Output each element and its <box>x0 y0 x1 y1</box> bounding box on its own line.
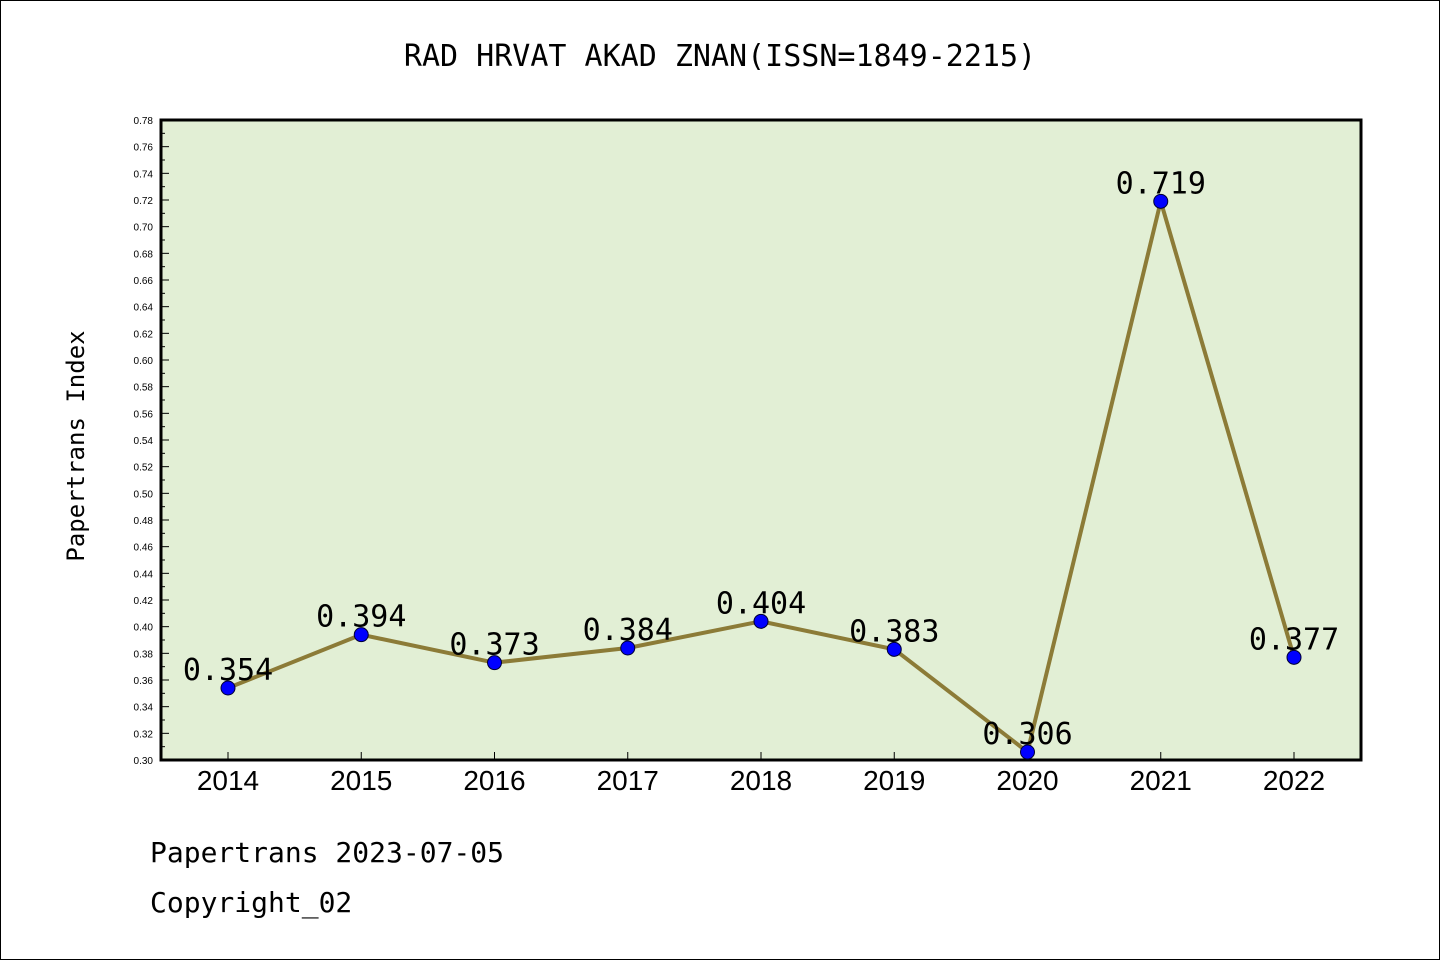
y-tick-label: 0.36 <box>134 676 154 687</box>
data-labels: 0.354 0.394 0.373 0.384 0.404 0.383 0.306 0.719… <box>183 166 1339 752</box>
y-tick-label: 0.66 <box>134 276 154 287</box>
y-tick-label: 0.32 <box>134 729 154 740</box>
y-tick-label: 0.52 <box>134 463 154 474</box>
data-label: 0.306 <box>982 717 1072 752</box>
y-tick-label: 0.56 <box>134 409 154 420</box>
x-tick-label: 2019 <box>863 765 925 796</box>
x-tick-label: 2016 <box>463 765 525 796</box>
data-label: 0.383 <box>849 614 939 649</box>
data-label: 0.384 <box>583 613 673 648</box>
y-tick-label: 0.72 <box>134 196 154 207</box>
data-label: 0.373 <box>449 628 539 663</box>
y-tick-label: 0.48 <box>134 516 154 527</box>
data-point <box>1153 193 1169 209</box>
footer-copyright: Copyright_02 <box>150 886 353 919</box>
x-tick-label: 2018 <box>730 765 792 796</box>
y-tick-label: 0.40 <box>134 623 154 634</box>
x-tick-label: 2014 <box>197 765 259 796</box>
data-point <box>886 641 902 657</box>
chart-title: RAD HRVAT AKAD ZNAN(ISSN=1849-2215) <box>404 39 1036 74</box>
footer-date: Papertrans 2023-07-05 <box>150 836 505 869</box>
y-tick-label: 0.78 <box>134 116 154 127</box>
y-tick-label: 0.70 <box>134 223 154 234</box>
plot-area <box>159 118 1363 762</box>
x-axis: 2014 2015 2016 2017 2018 2019 2020 2021 2022 <box>197 752 1325 796</box>
data-point <box>1020 744 1035 760</box>
data-point <box>220 680 236 696</box>
y-tick-label: 0.60 <box>134 356 154 367</box>
y-tick-label: 0.42 <box>134 596 154 607</box>
data-point <box>620 640 636 656</box>
data-point <box>1286 649 1302 665</box>
series-papertrans-index <box>220 193 1302 760</box>
y-tick-label: 0.50 <box>134 489 154 500</box>
y-tick-label: 0.30 <box>134 756 154 767</box>
data-label: 0.394 <box>316 600 406 635</box>
y-tick-label: 0.58 <box>134 383 154 394</box>
y-tick-label: 0.46 <box>134 543 154 554</box>
data-label: 0.719 <box>1116 166 1206 201</box>
data-label: 0.377 <box>1249 622 1339 657</box>
y-tick-label: 0.64 <box>134 303 154 314</box>
y-tick-label: 0.54 <box>134 436 154 447</box>
y-tick-label: 0.76 <box>134 143 154 154</box>
x-tick-label: 2022 <box>1263 765 1325 796</box>
data-point <box>753 613 769 629</box>
y-axis: 0.30 0.32 0.34 0.36 0.38 0.40 0.42 0.44 0.46 0.48… <box>134 116 169 767</box>
x-tick-label: 2017 <box>597 765 659 796</box>
data-label: 0.404 <box>716 586 806 621</box>
x-tick-label: 2021 <box>1130 765 1192 796</box>
y-tick-label: 0.74 <box>134 169 154 180</box>
y-tick-label: 0.44 <box>134 569 154 580</box>
y-tick-label: 0.38 <box>134 649 154 660</box>
x-tick-label: 2015 <box>330 765 392 796</box>
y-axis-label: Papertrans Index <box>62 330 90 561</box>
y-tick-label: 0.62 <box>134 329 154 340</box>
data-point <box>487 655 502 671</box>
x-tick-label: 2020 <box>996 765 1058 796</box>
data-point <box>353 627 369 643</box>
data-label: 0.354 <box>183 653 273 688</box>
y-tick-label: 0.34 <box>134 703 154 714</box>
y-tick-label: 0.68 <box>134 249 154 260</box>
